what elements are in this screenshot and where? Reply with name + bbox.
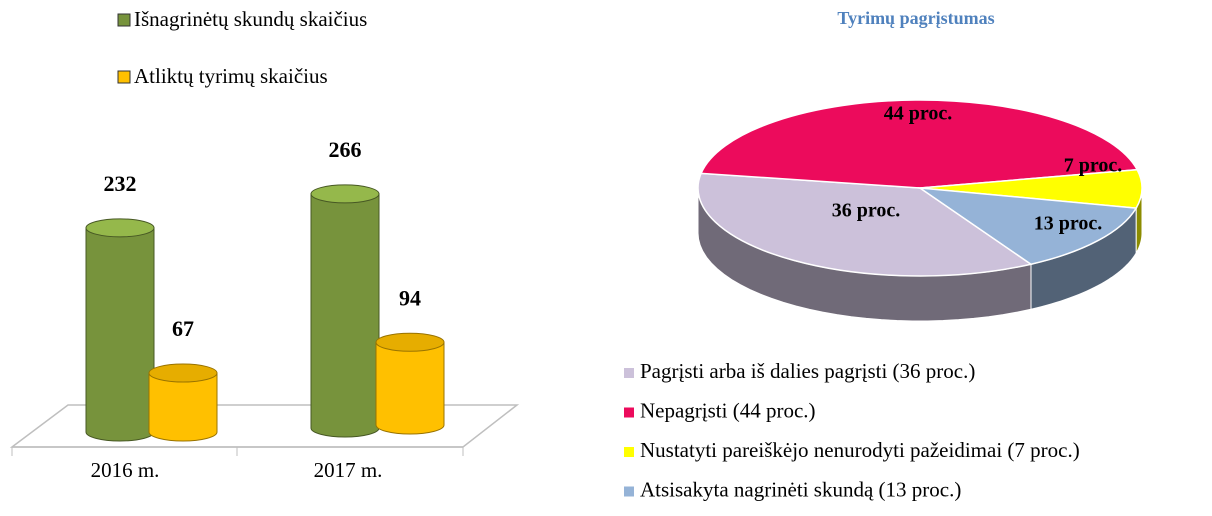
pie-title: Tyrimų pagrįstumas [837, 8, 994, 28]
value-label: 44 proc. [884, 103, 953, 125]
legend-swatch [624, 447, 634, 457]
value-label: 36 proc. [832, 200, 901, 222]
x-tick-label: 2016 m. [91, 458, 160, 482]
legend-swatch [624, 486, 634, 497]
legend-label: Nepagrįsti (44 proc.) [640, 398, 816, 422]
legend-label: Atliktų tyrimų skaičius [134, 64, 328, 88]
value-label: 13 proc. [1034, 213, 1103, 235]
legend-label: Nustatyti pareiškėjo nenurodyti pažeidim… [640, 438, 1080, 462]
bar [148, 372, 218, 442]
legend-label: Pagrįsti arba iš dalies pagrįsti (36 pro… [640, 359, 975, 383]
legend-swatch [117, 70, 131, 84]
bar-top [310, 184, 380, 204]
value-label: 232 [104, 171, 137, 196]
legend-swatch [624, 368, 634, 378]
bar [375, 341, 445, 435]
bar-top [148, 363, 218, 383]
value-label: 7 proc. [1064, 155, 1123, 177]
legend-label: Atsisakyta nagrinėti skundą (13 proc.) [640, 477, 961, 501]
value-label: 94 [399, 285, 421, 310]
legend-label: Išnagrinėtų skundų skaičius [134, 7, 367, 31]
x-tick-label: 2017 m. [314, 458, 383, 482]
legend-swatch [624, 407, 634, 418]
bar [85, 227, 155, 442]
slice [917, 186, 1138, 266]
bar-top [85, 218, 155, 238]
value-label: 67 [172, 316, 194, 341]
bar [310, 193, 380, 438]
bar-top [375, 332, 445, 352]
value-label: 266 [329, 137, 362, 162]
slice [697, 172, 1033, 277]
legend-swatch [117, 13, 131, 27]
slice [700, 99, 1139, 189]
